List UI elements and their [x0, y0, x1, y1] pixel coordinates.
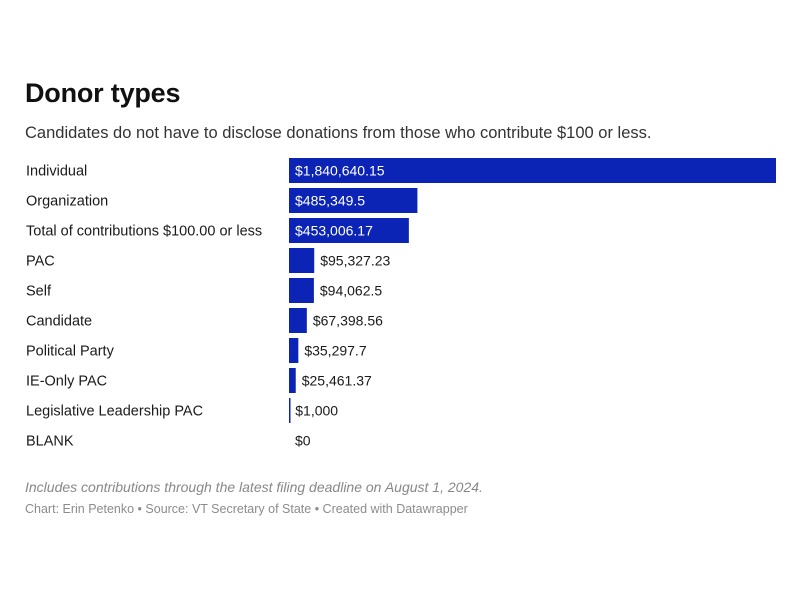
- chart-notes: Includes contributions through the lates…: [25, 479, 483, 495]
- bar: [289, 308, 307, 333]
- bar: [289, 338, 299, 363]
- category-label: IE-Only PAC: [26, 374, 107, 390]
- value-label: $1,000: [295, 403, 338, 419]
- value-label: $0: [295, 433, 311, 449]
- bar: [289, 248, 315, 273]
- bar: [289, 278, 314, 303]
- value-label: $25,461.37: [302, 373, 372, 389]
- category-label: PAC: [26, 254, 55, 270]
- category-label: Individual: [26, 164, 87, 180]
- category-label: Candidate: [26, 314, 92, 330]
- value-label: $35,297.7: [304, 343, 366, 359]
- chart-byline: Chart: Erin Petenko • Source: VT Secreta…: [25, 502, 468, 516]
- chart-title: Donor types: [25, 78, 181, 108]
- bar: [289, 368, 296, 393]
- category-label: Self: [26, 284, 52, 300]
- category-label: BLANK: [26, 434, 74, 450]
- value-label: $94,062.5: [320, 283, 382, 299]
- category-label: Total of contributions $100.00 or less: [26, 224, 262, 240]
- value-label: $67,398.56: [313, 313, 383, 329]
- category-label: Organization: [26, 194, 108, 210]
- bar: [289, 398, 291, 423]
- bar: [289, 158, 776, 183]
- category-label: Legislative Leadership PAC: [26, 404, 203, 420]
- value-label: $95,327.23: [320, 253, 390, 269]
- bar: [289, 218, 409, 243]
- value-label: $453,006.17: [295, 223, 373, 239]
- bar: [289, 188, 418, 213]
- value-label: $485,349.5: [295, 193, 365, 209]
- bar-chart: Individual $1,840,640.15 Organization $485,…: [26, 158, 776, 450]
- chart-subtitle: Candidates do not have to disclose donat…: [25, 124, 652, 142]
- value-label: $1,840,640.15: [295, 163, 385, 179]
- category-label: Political Party: [26, 344, 115, 360]
